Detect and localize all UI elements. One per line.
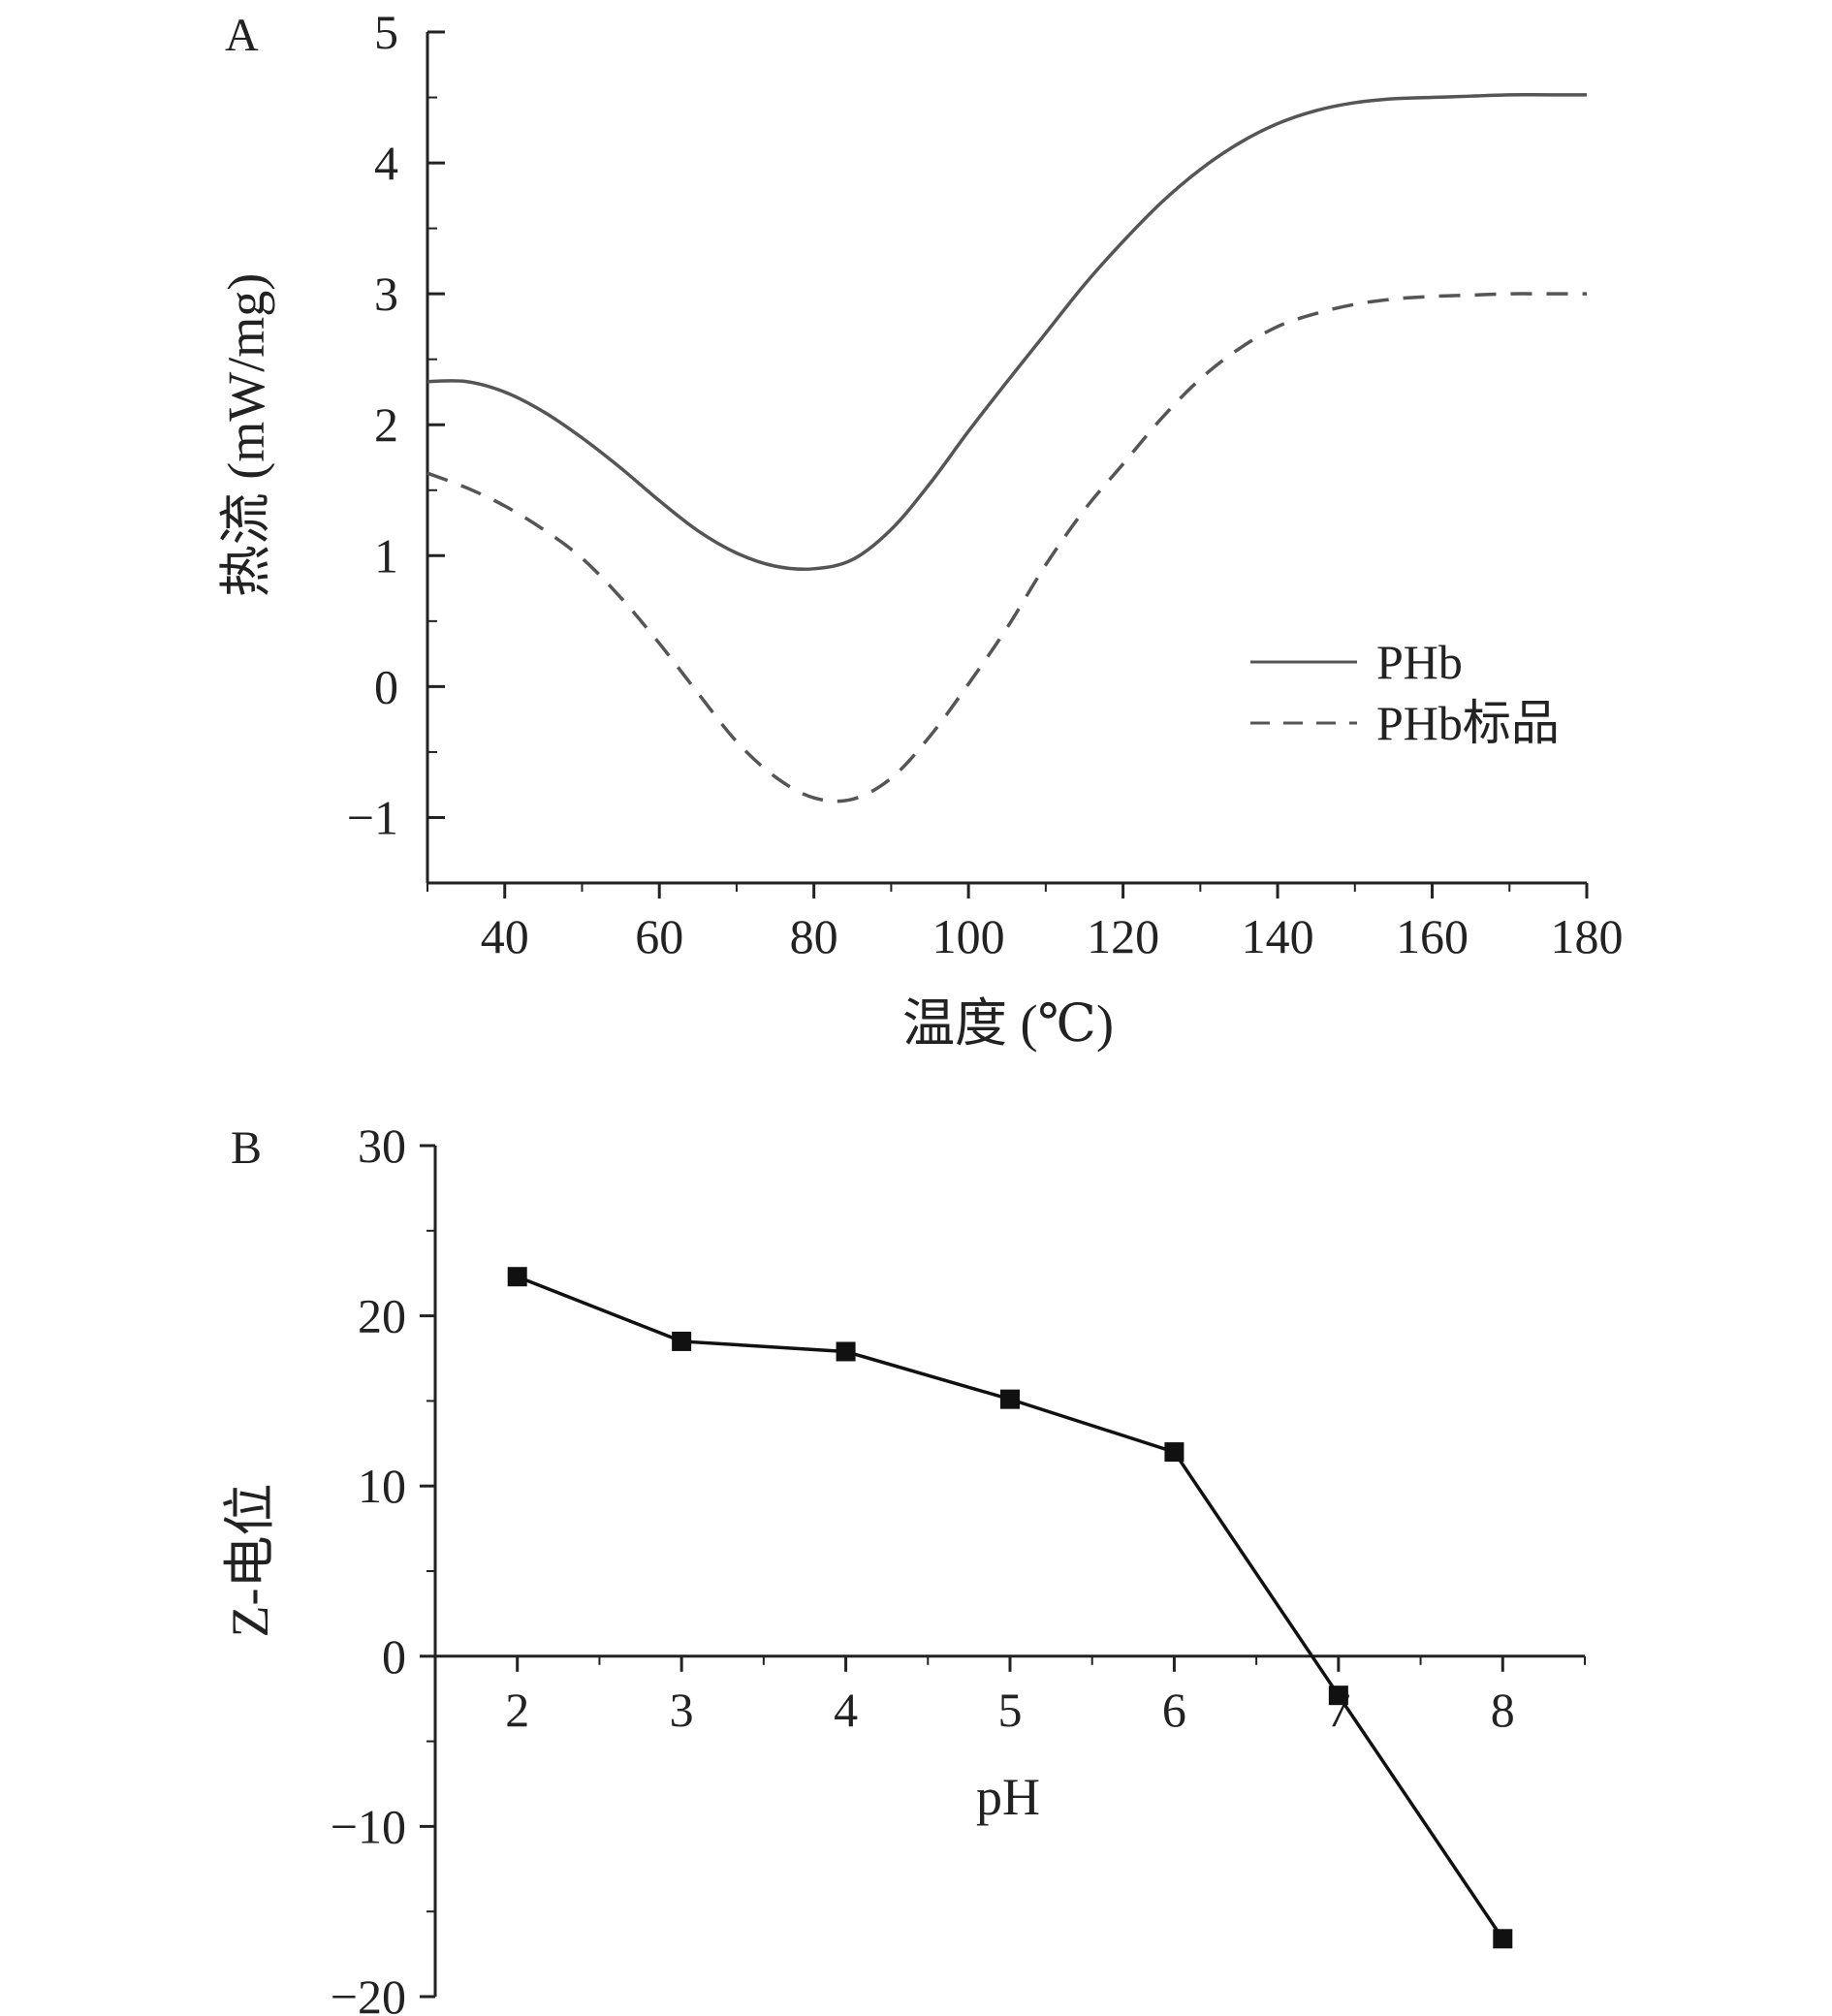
- panel-b-x-tick-label: 6: [1162, 1683, 1186, 1737]
- legend-label-phb-standard: PHb标品: [1376, 696, 1560, 750]
- panel-a-label: A: [225, 10, 259, 61]
- panel-a-y-tick-label: 4: [374, 136, 398, 190]
- data-point-marker: [1164, 1442, 1184, 1463]
- panel-b-y-tick-label: 30: [358, 1118, 406, 1173]
- panel-a-x-tick-label: 160: [1396, 909, 1469, 963]
- data-point-marker: [1493, 1929, 1513, 1949]
- panel-b-x-axis-label: pH: [976, 1768, 1040, 1826]
- panel-a-series: [426, 92, 1587, 803]
- panel-b-series: [507, 1267, 1513, 1949]
- panel-b-y-tick-label: −20: [331, 1969, 406, 2016]
- series-line-phb-standard: [426, 292, 1587, 803]
- panel-a-axes: −1 0 1 2 3 4 5 40 60 80 100 120 140 160 180: [347, 5, 1624, 963]
- panel-b-x-tick-label: 3: [670, 1683, 694, 1737]
- panel-b-label: B: [231, 1122, 262, 1174]
- panel-b-x-tick-label: 2: [505, 1683, 529, 1737]
- panel-a-y-tick-label: 2: [374, 397, 398, 452]
- panel-a-y-tick-label: 1: [374, 528, 398, 583]
- panel-a-x-tick-label: 140: [1242, 909, 1314, 963]
- panel-a-x-tick-label: 180: [1551, 909, 1624, 963]
- data-point-marker: [672, 1331, 692, 1351]
- panel-b-y-tick-label: 0: [382, 1629, 406, 1684]
- data-point-marker: [1000, 1389, 1020, 1409]
- legend-label-phb: PHb: [1376, 635, 1463, 689]
- panel-b-x-tick-label: 8: [1491, 1683, 1515, 1737]
- panel-a-x-tick-label: 80: [790, 909, 838, 963]
- panel-a-y-tick-label: −1: [347, 790, 398, 844]
- panel-b-x-tick-label: 5: [998, 1683, 1023, 1737]
- panel-a-y-tick-label: 0: [374, 659, 398, 713]
- panel-a-x-axis-label: 温度 (℃): [902, 994, 1114, 1053]
- data-point-marker: [507, 1267, 527, 1287]
- panel-a-x-tick-label: 60: [635, 909, 683, 963]
- panel-a-legend: PHb PHb标品: [1250, 635, 1560, 750]
- panel-b-y-tick-label: 10: [358, 1459, 406, 1513]
- panel-a-y-tick-label: 5: [374, 5, 398, 59]
- panel-a: A −1 0 1 2 3 4 5 40 60 80 100 120 140 160 180 PHb PHb标…: [217, 5, 1624, 1053]
- series-line-phb: [426, 92, 1587, 571]
- panel-a-x-tick-label: 120: [1087, 909, 1159, 963]
- panel-b-y-axis-label: Z-电位: [221, 1484, 279, 1638]
- panel-b-y-tick-label: −10: [331, 1799, 406, 1853]
- panel-a-x-tick-label: 100: [932, 909, 1005, 963]
- panel-b-x-tick-label: 4: [834, 1683, 858, 1737]
- panel-a-y-axis-label: 热流 (mW/mg): [217, 273, 275, 597]
- data-point-marker: [836, 1341, 856, 1362]
- panel-a-x-tick-label: 40: [481, 909, 529, 963]
- data-point-marker: [1328, 1685, 1348, 1706]
- panel-b-y-tick-label: 20: [358, 1289, 406, 1343]
- panel-a-y-tick-label: 3: [374, 267, 398, 321]
